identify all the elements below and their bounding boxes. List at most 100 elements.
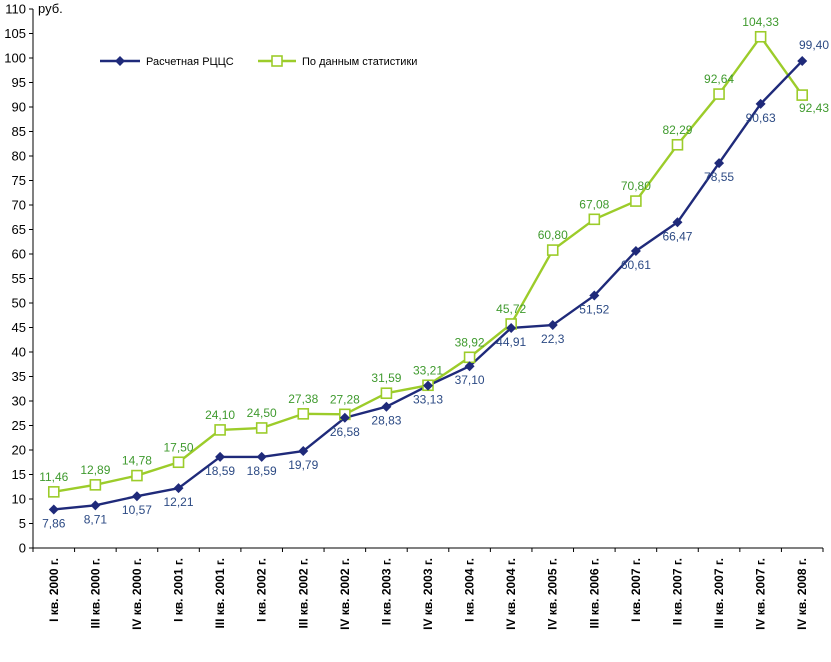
x-tick-label: III кв. 2002 г. <box>296 558 310 629</box>
data-label-statistika: 24,50 <box>247 406 277 420</box>
x-tick-label: III кв. 2001 г. <box>213 558 227 629</box>
data-point-raschetnaya <box>755 98 766 109</box>
y-tick-label: 75 <box>12 173 26 188</box>
data-label-raschetnaya: 51,52 <box>579 303 609 317</box>
y-axis-ticks: 0 5 10 15 20 25 30 35 40 45 50 55 60 65 70 75 80 85 90 95 10… <box>4 2 33 556</box>
data-label-raschetnaya: 12,21 <box>164 495 194 509</box>
data-point-statistika <box>630 195 642 207</box>
data-point-statistika <box>297 408 310 420</box>
series-markers <box>47 30 809 515</box>
data-point-statistika <box>89 479 102 491</box>
data-label-statistika: 31,59 <box>371 371 401 385</box>
x-tick-label: I кв. 2001 г. <box>172 558 186 622</box>
data-label-raschetnaya: 90,63 <box>746 111 776 125</box>
legend: Расчетная РЦЦС По данным статистики <box>100 55 417 68</box>
x-tick-label: IV кв. 2003 г. <box>421 558 435 630</box>
data-label-statistika: 92,64 <box>704 72 734 86</box>
x-tick-label: I кв. 2002 г. <box>255 558 269 622</box>
data-label-raschetnaya: 60,61 <box>621 258 651 272</box>
data-point-statistika <box>463 351 476 364</box>
x-tick-label: III кв. 2007 г. <box>712 558 726 629</box>
data-point-raschetnaya <box>256 451 267 462</box>
data-label-statistika: 38,92 <box>455 335 485 349</box>
data-point-raschetnaya <box>714 158 725 169</box>
y-tick-label: 5 <box>19 516 26 531</box>
data-point-raschetnaya <box>215 451 226 462</box>
data-point-raschetnaya <box>298 446 309 457</box>
data-label-statistika: 12,89 <box>80 463 110 477</box>
legend-diamond-icon <box>115 56 125 66</box>
y-tick-label: 80 <box>12 149 26 164</box>
x-tick-label: I кв. 2000 г. <box>47 558 61 622</box>
data-point-raschetnaya <box>423 380 433 391</box>
y-tick-label: 55 <box>12 271 26 286</box>
y-tick-label: 100 <box>4 51 26 66</box>
x-tick-label: I кв. 2007 г. <box>629 558 643 622</box>
y-tick-label: 35 <box>12 369 26 384</box>
data-point-statistika <box>588 213 601 226</box>
data-label-raschetnaya: 18,59 <box>247 464 277 478</box>
data-label-statistika: 70,80 <box>621 179 651 193</box>
data-point-statistika <box>172 456 185 469</box>
data-label-raschetnaya: 99,40 <box>799 38 829 52</box>
x-tick-label: IV кв. 2002 г. <box>338 558 352 630</box>
data-label-statistika: 24,10 <box>205 408 235 422</box>
data-label-statistika: 11,46 <box>39 470 68 484</box>
y-tick-label: 40 <box>12 345 26 360</box>
data-point-raschetnaya <box>173 483 184 494</box>
data-point-statistika <box>713 88 725 100</box>
data-point-raschetnaya <box>48 504 59 515</box>
data-label-raschetnaya: 8,71 <box>84 512 108 526</box>
x-tick-label: IV кв. 2007 г. <box>754 558 768 630</box>
y-tick-label: 0 <box>19 541 26 556</box>
x-tick-label: II кв. 2007 г. <box>670 558 684 625</box>
y-axis-label: руб. <box>38 1 63 16</box>
data-label-raschetnaya: 18,59 <box>205 464 235 478</box>
data-label-raschetnaya: 66,47 <box>662 229 692 243</box>
x-tick-label: II кв. 2003 г. <box>379 558 393 625</box>
data-point-raschetnaya <box>797 55 808 66</box>
y-tick-label: 10 <box>12 492 26 507</box>
data-label-raschetnaya: 19,79 <box>288 458 318 472</box>
data-label-raschetnaya: 78,55 <box>704 170 734 184</box>
series-lines <box>53 35 804 511</box>
x-tick-label: IV кв. 2008 г. <box>795 558 809 630</box>
y-tick-label: 85 <box>12 124 26 139</box>
legend-marker-raschetnaya <box>115 56 125 66</box>
data-point-raschetnaya <box>672 217 683 228</box>
data-point-statistika <box>131 469 143 482</box>
data-point-raschetnaya <box>630 246 641 257</box>
data-label-raschetnaya: 33,13 <box>413 393 443 407</box>
data-label-statistika: 82,29 <box>662 123 692 137</box>
data-label-raschetnaya: 28,83 <box>371 414 401 428</box>
data-point-statistika <box>255 422 268 434</box>
y-tick-label: 25 <box>12 418 26 433</box>
data-label-raschetnaya: 10,57 <box>122 503 152 517</box>
data-point-statistika <box>754 30 767 43</box>
y-tick-label: 15 <box>12 467 26 482</box>
y-tick-label: 20 <box>12 443 26 458</box>
data-label-raschetnaya: 22,3 <box>541 332 565 346</box>
y-tick-label: 105 <box>4 26 26 41</box>
data-label-statistika: 92,43 <box>799 101 829 115</box>
y-tick-label: 50 <box>12 296 26 311</box>
y-tick-label: 95 <box>12 75 26 90</box>
data-labels: 7,86 8,71 10,57 12,21 18,59 18,59 19,79 26,58 28… <box>39 15 829 531</box>
x-tick-label: IV кв. 2000 г. <box>130 558 144 630</box>
data-label-statistika: 33,21 <box>413 363 443 377</box>
data-point-statistika <box>671 138 684 151</box>
data-label-raschetnaya: 44,91 <box>496 335 526 349</box>
data-label-raschetnaya: 7,86 <box>42 516 66 530</box>
data-point-statistika <box>796 89 809 101</box>
data-label-statistika: 14,78 <box>122 454 152 468</box>
data-label-statistika: 27,28 <box>330 392 360 406</box>
legend-label-raschetnaya: Расчетная РЦЦС <box>146 56 234 68</box>
data-point-statistika <box>214 424 226 436</box>
x-tick-label: I кв. 2004 г. <box>463 558 477 622</box>
x-tick-label: IV кв. 2004 г. <box>504 558 518 630</box>
data-label-raschetnaya: 26,58 <box>330 425 360 439</box>
data-point-statistika <box>380 387 393 400</box>
legend-marker-statistika <box>271 55 283 67</box>
data-point-raschetnaya <box>589 290 600 301</box>
